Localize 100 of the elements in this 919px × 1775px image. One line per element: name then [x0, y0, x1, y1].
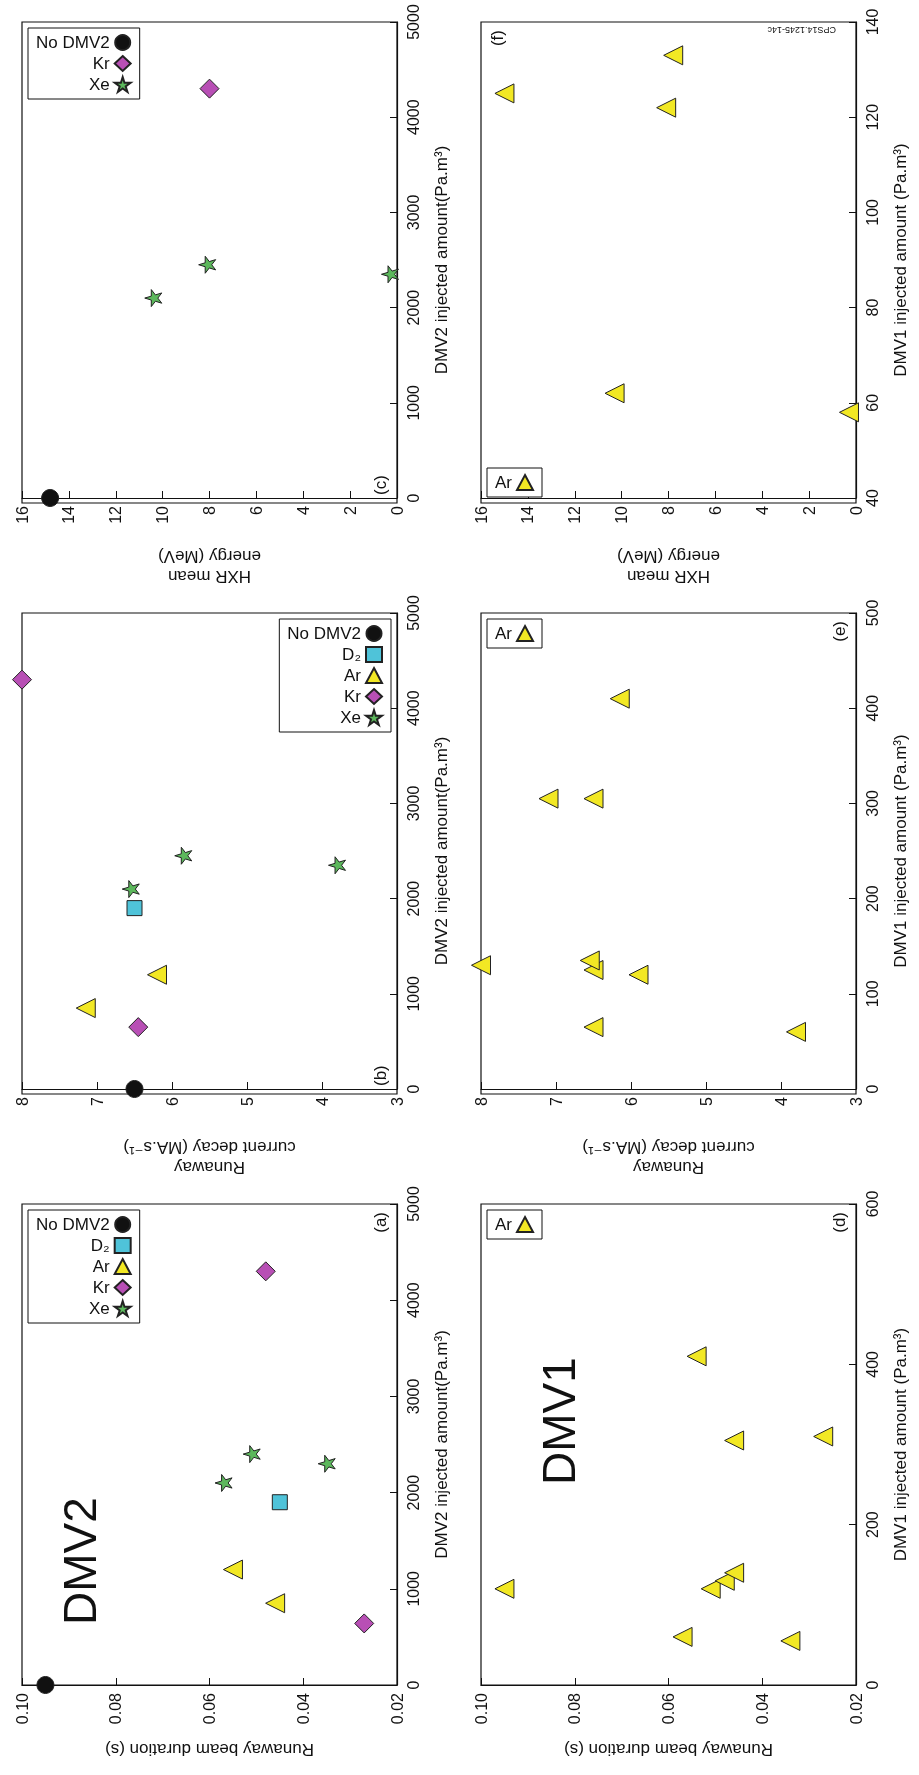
annotation: (d) [830, 1212, 849, 1233]
x-tick-label: 5 [238, 1096, 256, 1106]
y-axis-title: DMV2 injected amount(Pa.m³) [431, 736, 451, 966]
x-tick-label: 6 [622, 1096, 640, 1106]
legend-label: Ar [495, 1215, 513, 1234]
point [222, 1559, 243, 1580]
legend-label: Ar [92, 1257, 111, 1276]
point [583, 1017, 604, 1038]
x-tick-label: 0.04 [753, 1692, 771, 1725]
point [121, 880, 140, 899]
annotation: (e) [830, 621, 849, 642]
x-tick-label: 2 [341, 505, 359, 515]
point [147, 964, 167, 985]
annotation: (f) [488, 30, 507, 47]
y-tick-label: 200 [863, 885, 881, 912]
x-axis-title: Runaway current decay (MA.s⁻¹) [582, 1137, 755, 1177]
x-tick-label: 12 [107, 505, 125, 524]
y-tick-label: 100 [863, 980, 881, 1008]
y-tick-label: 140 [863, 8, 881, 36]
y-tick-label: 2000 [404, 1474, 422, 1511]
x-tick-label: 4 [313, 1096, 331, 1106]
y-tick-label: 5000 [404, 1186, 422, 1222]
point [663, 45, 684, 66]
point [128, 1017, 149, 1038]
y-tick-label: 0 [404, 1680, 422, 1690]
x-tick-label: 0.06 [201, 1692, 218, 1725]
x-tick-label: 8 [13, 1096, 31, 1106]
y-tick-label: 2000 [404, 289, 422, 326]
point [686, 1346, 707, 1367]
legend-label: Xe [88, 75, 110, 94]
point [126, 900, 143, 917]
x-tick-label: 7 [88, 1096, 106, 1106]
y-tick-label: 300 [863, 789, 881, 817]
legend-label: Kr [344, 687, 362, 706]
y-axis-title: DMV1 injected amount (Pa.m³) [890, 143, 910, 377]
point [354, 1613, 375, 1634]
legend-label: No DMV2 [36, 33, 110, 52]
x-tick-label: 0.02 [388, 1692, 406, 1725]
x-tick-label: 0 [388, 505, 406, 515]
x-tick-label: 16 [13, 505, 31, 524]
y-tick-label: 4000 [404, 690, 422, 726]
y-tick-label: 400 [863, 1350, 881, 1378]
y-tick-label: 0 [404, 1084, 422, 1094]
point [380, 265, 399, 284]
x-tick-label: 2 [800, 505, 818, 515]
point [198, 255, 217, 274]
point [125, 1080, 144, 1098]
legend-label: D₂ [90, 1236, 110, 1255]
point [265, 1593, 286, 1614]
x-tick-label: 6 [247, 505, 265, 515]
x-tick-label: 6 [706, 505, 724, 515]
x-axis-title: Runaway beam duration (s) [105, 1739, 314, 1759]
y-tick-label: 80 [863, 298, 881, 317]
legend-label: No DMV2 [287, 624, 361, 643]
legend-label: D₂ [342, 645, 361, 664]
point [724, 1430, 745, 1451]
legend-label: Ar [344, 666, 362, 685]
y-tick-label: 1000 [404, 384, 422, 421]
x-tick-label: 0.04 [294, 1692, 312, 1725]
point [838, 402, 859, 423]
x-tick-label: 14 [60, 505, 78, 524]
y-tick-label: 200 [863, 1511, 881, 1539]
point [471, 955, 491, 976]
point [672, 1626, 693, 1647]
x-tick-label: 5 [697, 1096, 715, 1106]
point [609, 688, 630, 709]
point [144, 289, 163, 308]
y-axis-title: DMV1 injected amount (Pa.m³) [890, 734, 910, 968]
y-tick-label: 500 [863, 599, 881, 627]
y-tick-label: 600 [863, 1190, 881, 1218]
point [780, 1630, 801, 1651]
annotation: CPS14.1245-14c [766, 24, 836, 35]
point [199, 78, 220, 99]
point [604, 383, 625, 404]
annotation: (b) [371, 1065, 390, 1086]
y-tick-label: 4000 [404, 1282, 422, 1318]
x-tick-label: 6 [163, 1096, 181, 1106]
y-tick-label: 0 [863, 1680, 881, 1690]
x-tick-label: 0.06 [660, 1692, 677, 1725]
point [628, 964, 649, 985]
legend-label: Xe [88, 1299, 110, 1318]
point [700, 1578, 721, 1599]
y-tick-label: 4000 [404, 99, 422, 135]
legend-label: Kr [92, 54, 111, 73]
y-tick-label: 2000 [404, 880, 422, 917]
y-tick-label: 1000 [404, 975, 422, 1012]
x-tick-label: 0.08 [566, 1692, 584, 1725]
point [494, 1578, 515, 1599]
legend-label: Ar [495, 473, 513, 492]
annotation: DMV2 [54, 1497, 106, 1625]
point [786, 1021, 806, 1042]
point [328, 856, 346, 875]
point [174, 846, 193, 865]
annotation: DMV1 [533, 1357, 585, 1485]
x-tick-label: 10 [154, 505, 172, 524]
y-tick-label: 100 [863, 198, 881, 226]
x-tick-label: 4 [753, 505, 771, 515]
x-tick-label: 0.02 [847, 1692, 865, 1725]
x-tick-label: 12 [566, 505, 584, 524]
y-tick-label: 0 [863, 1084, 881, 1094]
